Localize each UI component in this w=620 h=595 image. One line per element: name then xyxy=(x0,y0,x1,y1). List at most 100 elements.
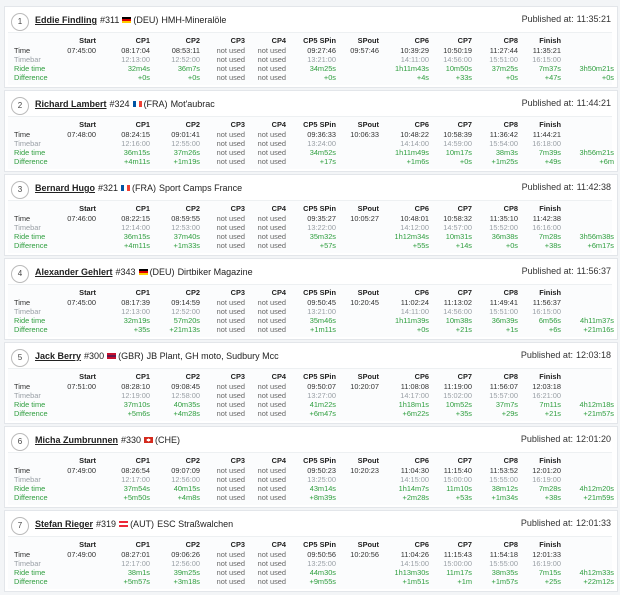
split-cell: 11:19:00 xyxy=(443,382,472,391)
split-cell: 10:48:01 xyxy=(400,214,429,223)
split-cell: 12:01:20 xyxy=(532,466,561,475)
split-cell: 7m37s xyxy=(538,64,561,73)
column-header: SPout xyxy=(357,120,379,129)
split-cell: 09:57:46 xyxy=(350,46,379,55)
rider-card: 7 Stefan Rieger #319 (AUT) ESC Straßwalchen P… xyxy=(4,510,618,592)
column-header: Finish xyxy=(539,288,561,297)
rider-name[interactable]: Bernard Hugo xyxy=(35,183,96,193)
position-badge: 3 xyxy=(11,181,29,199)
split-cell: not used xyxy=(216,148,245,157)
split-cell: 12:52:00 xyxy=(171,55,200,64)
split-cell: 57m20s xyxy=(173,316,200,325)
rider-card: 6 Micha Zumbrunnen #330 (CHE) Published at: 1… xyxy=(4,426,618,508)
split-cell: +5m57s xyxy=(123,577,151,586)
column-header: CP1 xyxy=(135,456,150,465)
country: (DEU) xyxy=(149,267,175,277)
rider-number: #343 xyxy=(115,267,136,277)
column-header: CP5 SPin xyxy=(303,120,336,129)
split-cell: not used xyxy=(257,307,286,316)
rider-name[interactable]: Jack Berry xyxy=(35,351,82,361)
column-header: CP1 xyxy=(135,372,150,381)
splits-table: Start CP1 CP2 CP3 CP4 CP5 SPin SPout CP6 CP7 CP8 F… xyxy=(8,284,614,337)
splits-table: Start CP1 CP2 CP3 CP4 CP5 SPin SPout CP6 CP7 CP8 F… xyxy=(8,452,614,505)
split-cell: +53s xyxy=(455,493,472,502)
column-header: CP3 xyxy=(230,456,245,465)
split-cell: not used xyxy=(216,493,245,502)
split-cell: 11:08:08 xyxy=(400,382,429,391)
column-header: CP1 xyxy=(135,120,150,129)
split-cell: +6m47s xyxy=(309,409,337,418)
split-cell: +21m59s xyxy=(583,493,614,502)
flag-icon xyxy=(144,437,154,443)
split-cell: 10:20:56 xyxy=(350,550,379,559)
split-cell: +4m8s xyxy=(177,493,200,502)
row-label: Time xyxy=(14,214,31,223)
split-cell: not used xyxy=(216,157,245,166)
split-cell: not used xyxy=(216,46,245,55)
split-cell: +1m34s xyxy=(491,493,519,502)
split-cell: not used xyxy=(257,223,286,232)
column-header: CP5 SPin xyxy=(303,204,336,213)
split-cell: 12:13:00 xyxy=(121,55,150,64)
split-cell: 41m22s xyxy=(309,400,336,409)
published: Published at: 11:35:21 xyxy=(522,14,611,24)
split-cell: 15:51:00 xyxy=(489,307,518,316)
split-cell: not used xyxy=(216,241,245,250)
split-cell: +4m28s xyxy=(173,409,201,418)
split-cell: +21s xyxy=(455,325,472,334)
split-cell: +8m39s xyxy=(309,493,337,502)
splits-table: Start CP1 CP2 CP3 CP4 CP5 SPin SPout CP6 CP7 CP8 F… xyxy=(8,536,614,589)
column-header: SPout xyxy=(357,204,379,213)
split-cell: not used xyxy=(257,493,286,502)
split-cell: 10:06:33 xyxy=(350,130,379,139)
column-header: CP2 xyxy=(185,36,200,45)
split-cell: not used xyxy=(257,64,286,73)
split-cell: 15:57:00 xyxy=(489,391,518,400)
split-cell: 13:25:00 xyxy=(307,475,336,484)
split-cell: 10:05:27 xyxy=(350,214,379,223)
split-cell: +6m17s xyxy=(587,241,615,250)
split-cell: 37m40s xyxy=(173,232,200,241)
column-header: CP7 xyxy=(457,204,472,213)
row-label: Timebar xyxy=(14,55,41,64)
column-header: CP5 SPin xyxy=(303,372,336,381)
rider-header: Alexander Gehlert #343 (DEU) Dirtbiker Maga… xyxy=(35,267,253,277)
split-cell: 14:15:00 xyxy=(400,559,429,568)
rider-name[interactable]: Alexander Gehlert xyxy=(35,267,113,277)
row-label: Ride time xyxy=(14,64,46,73)
rider-name[interactable]: Richard Lambert xyxy=(35,99,107,109)
split-cell: 7m39s xyxy=(538,148,561,157)
rider-card: 5 Jack Berry #300 (GBR) JB Plant, GH moto, S… xyxy=(4,342,618,424)
split-cell: not used xyxy=(216,64,245,73)
split-cell: 16:16:00 xyxy=(532,223,561,232)
column-header: Start xyxy=(79,204,96,213)
split-cell: 10m31s xyxy=(445,232,472,241)
column-header: CP7 xyxy=(457,372,472,381)
published: Published at: 11:44:21 xyxy=(522,98,611,108)
split-cell: +0s xyxy=(187,73,200,82)
column-header: CP8 xyxy=(503,456,518,465)
column-header: CP7 xyxy=(457,540,472,549)
split-cell: 08:22:15 xyxy=(121,214,150,223)
flag-icon xyxy=(132,101,142,107)
rider-name[interactable]: Eddie Findling xyxy=(35,15,97,25)
position-badge: 1 xyxy=(11,13,29,31)
split-cell: +38s xyxy=(544,241,561,250)
split-cell: 12:19:00 xyxy=(121,391,150,400)
rider-name[interactable]: Stefan Rieger xyxy=(35,519,94,529)
split-cell: 08:53:11 xyxy=(171,46,200,55)
split-cell: 32m4s xyxy=(127,64,150,73)
team: ESC Straßwalchen xyxy=(157,519,234,529)
rider-name[interactable]: Micha Zumbrunnen xyxy=(35,435,118,445)
rider-number: #330 xyxy=(121,435,142,445)
position-badge: 2 xyxy=(11,97,29,115)
split-cell: 12:52:00 xyxy=(171,307,200,316)
position-badge: 5 xyxy=(11,349,29,367)
split-cell: 07:48:00 xyxy=(67,130,96,139)
position-badge: 6 xyxy=(11,433,29,451)
country: (CHE) xyxy=(155,435,181,445)
split-cell: +35s xyxy=(133,325,150,334)
split-cell: 37m26s xyxy=(173,148,200,157)
rider-header: Stefan Rieger #319 (AUT) ESC Straßwalchen xyxy=(35,519,233,529)
